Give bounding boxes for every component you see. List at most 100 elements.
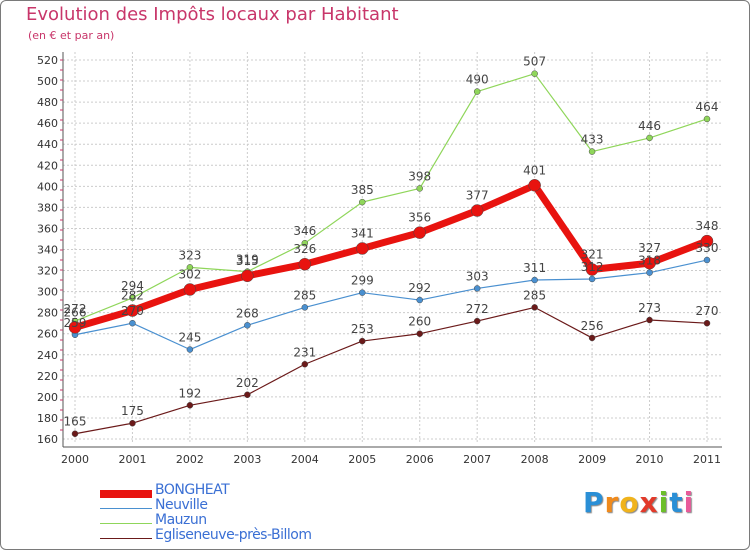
x-tick-label: 2001 (118, 453, 146, 466)
y-tick-label: 320 (37, 265, 58, 278)
data-point-mauzun (416, 185, 423, 192)
data-label-mauzun: 507 (523, 55, 546, 69)
data-label-egliseneuve-pres-billom: 273 (638, 301, 661, 315)
data-label-neuville: 303 (466, 269, 489, 283)
y-tick-label: 280 (37, 307, 58, 320)
data-point-mauzun (359, 198, 366, 206)
data-point-bongheat (183, 283, 197, 296)
data-point-neuville (473, 285, 481, 292)
data-label-bongheat: 327 (638, 241, 661, 255)
data-point-egliseneuve-pres-billom (588, 334, 596, 342)
x-tick-label: 2010 (636, 453, 664, 466)
data-label-egliseneuve-pres-billom: 270 (696, 304, 719, 318)
legend-label-neuville: Neuville (155, 497, 208, 513)
data-point-neuville (416, 296, 423, 304)
data-label-neuville: 311 (523, 261, 546, 275)
data-point-mauzun (588, 148, 596, 155)
data-label-neuville: 259 (64, 316, 87, 330)
y-tick-label: 460 (37, 117, 58, 130)
data-label-bongheat: 377 (466, 189, 489, 203)
data-point-mauzun (646, 134, 653, 142)
data-label-egliseneuve-pres-billom: 256 (581, 319, 604, 333)
data-label-mauzun: 398 (408, 169, 431, 183)
data-point-neuville (588, 275, 596, 283)
data-point-bongheat (528, 179, 541, 192)
proxiti-logo: Proxiti (583, 486, 695, 519)
y-tick-label: 360 (37, 222, 58, 235)
data-label-mauzun: 464 (696, 100, 719, 114)
data-point-bongheat (470, 204, 484, 217)
data-label-mauzun: 433 (581, 133, 604, 147)
data-label-egliseneuve-pres-billom: 165 (64, 415, 87, 429)
x-tick-label: 2003 (233, 453, 261, 466)
data-label-egliseneuve-pres-billom: 192 (178, 386, 201, 400)
y-tick-label: 260 (37, 328, 58, 341)
data-label-bongheat: 302 (178, 268, 201, 282)
data-point-egliseneuve-pres-billom (301, 361, 309, 368)
data-point-mauzun (186, 264, 194, 271)
y-tick-label: 220 (37, 370, 58, 383)
data-point-egliseneuve-pres-billom (703, 319, 711, 327)
legend-label-bongheat: BONGHEAT (155, 482, 230, 498)
data-point-egliseneuve-pres-billom (186, 402, 194, 409)
data-point-egliseneuve-pres-billom (473, 317, 481, 325)
data-point-bongheat (585, 263, 599, 276)
data-label-neuville: 270 (121, 304, 144, 318)
legend-swatch-bongheat (100, 490, 152, 498)
x-tick-label: 2011 (693, 453, 721, 466)
chart-subtitle: (en € et par an) (28, 29, 115, 42)
data-point-neuville (359, 289, 366, 296)
legend-label-mauzun: Mauzun (155, 512, 207, 528)
data-point-bongheat (356, 242, 369, 255)
data-point-bongheat (126, 304, 139, 317)
data-point-neuville (646, 269, 653, 276)
data-point-mauzun (703, 115, 711, 123)
data-label-bongheat: 401 (523, 163, 546, 177)
y-tick-label: 200 (37, 391, 58, 404)
legend-swatch-neuville (100, 508, 152, 509)
y-tick-label: 240 (37, 349, 58, 362)
data-label-egliseneuve-pres-billom: 253 (351, 322, 374, 336)
data-point-mauzun (531, 70, 538, 77)
data-point-mauzun (301, 239, 309, 247)
series-line-egliseneuve-pres-billom (74, 306, 708, 435)
data-label-egliseneuve-pres-billom: 285 (523, 288, 546, 302)
data-point-neuville (129, 319, 136, 327)
data-point-neuville (531, 276, 538, 284)
y-tick-label: 420 (37, 159, 58, 172)
data-label-mauzun: 323 (178, 248, 201, 262)
y-tick-label: 480 (37, 96, 58, 109)
data-label-neuville: 292 (408, 281, 431, 295)
data-label-neuville: 299 (351, 274, 374, 288)
data-point-egliseneuve-pres-billom (129, 419, 136, 427)
data-point-egliseneuve-pres-billom (359, 337, 366, 345)
data-point-bongheat (643, 256, 656, 270)
data-label-mauzun: 490 (466, 73, 489, 87)
data-label-egliseneuve-pres-billom: 231 (293, 345, 316, 359)
series-line-mauzun (74, 73, 708, 322)
data-label-bongheat: 315 (236, 254, 259, 268)
data-point-neuville (301, 304, 309, 311)
data-label-neuville: 268 (236, 306, 259, 320)
x-tick-label: 2005 (348, 453, 376, 466)
data-point-neuville (703, 256, 711, 264)
x-tick-label: 2006 (406, 453, 434, 466)
data-label-neuville: 285 (293, 288, 316, 302)
data-label-bongheat: 321 (581, 248, 604, 262)
x-tick-label: 2004 (291, 453, 319, 466)
series-line-neuville (74, 259, 708, 351)
data-label-mauzun: 294 (121, 279, 144, 293)
data-point-bongheat (700, 234, 714, 248)
legend-swatch-egliseneuve (100, 538, 152, 539)
y-tick-label: 180 (37, 412, 58, 425)
data-label-neuville: 312 (581, 260, 604, 274)
y-tick-label: 520 (37, 54, 58, 67)
data-label-neuville: 245 (178, 331, 201, 345)
data-label-egliseneuve-pres-billom: 175 (121, 404, 144, 418)
data-point-neuville (186, 346, 194, 353)
data-point-bongheat (298, 257, 312, 271)
data-label-bongheat: 266 (64, 305, 87, 319)
y-tick-label: 160 (37, 433, 58, 446)
data-label-egliseneuve-pres-billom: 260 (408, 315, 431, 329)
